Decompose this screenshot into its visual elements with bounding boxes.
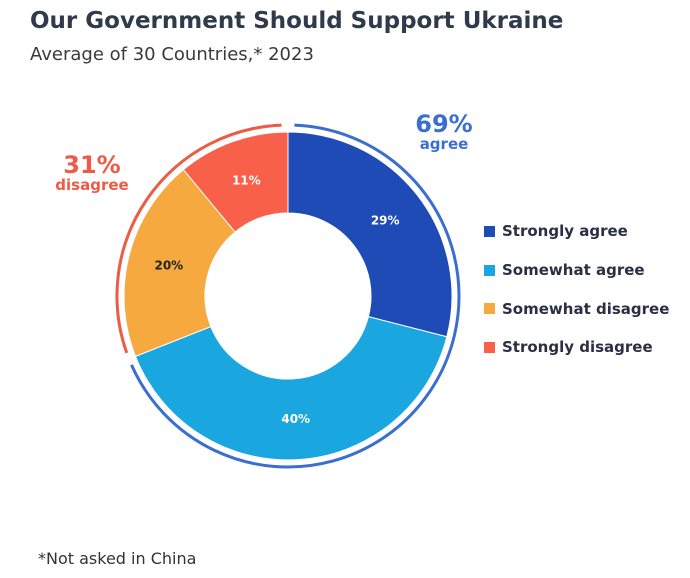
legend-item-strongly-agree: Strongly agree [484,212,669,251]
slice-strongly-disagree [182,131,289,233]
chart-subtitle: Average of 30 Countries,* 2023 [30,44,314,65]
legend-swatch [484,341,495,353]
agree-group-percent: 69% [415,110,473,138]
legend-label: Strongly disagree [502,338,653,357]
legend-item-somewhat-disagree: Somewhat disagree [484,289,669,328]
legend-label: Somewhat agree [502,261,645,280]
data-label-somewhat-agree: 40% [281,412,310,426]
disagree-group-word: disagree [55,176,129,195]
agree-group-label: 69% agree [398,110,490,154]
data-label-somewhat-disagree: 20% [154,258,183,272]
chart-title: Our Government Should Support Ukraine [30,8,564,34]
data-label-strongly-disagree: 11% [232,173,261,187]
disagree-group-label: 31% disagree [40,151,144,195]
data-label-strongly-agree: 29% [371,214,400,228]
legend-swatch [484,225,495,237]
disagree-group-percent: 31% [63,151,121,179]
slice-somewhat-agree [134,316,448,461]
group-arc-disagree [115,123,282,354]
slice-somewhat-disagree [123,168,236,358]
group-arc-agree [130,123,461,469]
legend-swatch [484,264,495,276]
legend-item-somewhat-agree: Somewhat agree [484,251,669,290]
legend-swatch [484,303,495,315]
legend-item-strongly-disagree: Strongly disagree [484,328,669,367]
footnote: *Not asked in China [38,549,197,568]
agree-group-word: agree [419,135,469,154]
slice-strongly-agree [287,131,453,338]
legend-label: Strongly agree [502,222,628,241]
legend-label: Somewhat disagree [502,299,670,318]
chart-legend: Strongly agree Somewhat agree Somewhat d… [484,212,669,367]
